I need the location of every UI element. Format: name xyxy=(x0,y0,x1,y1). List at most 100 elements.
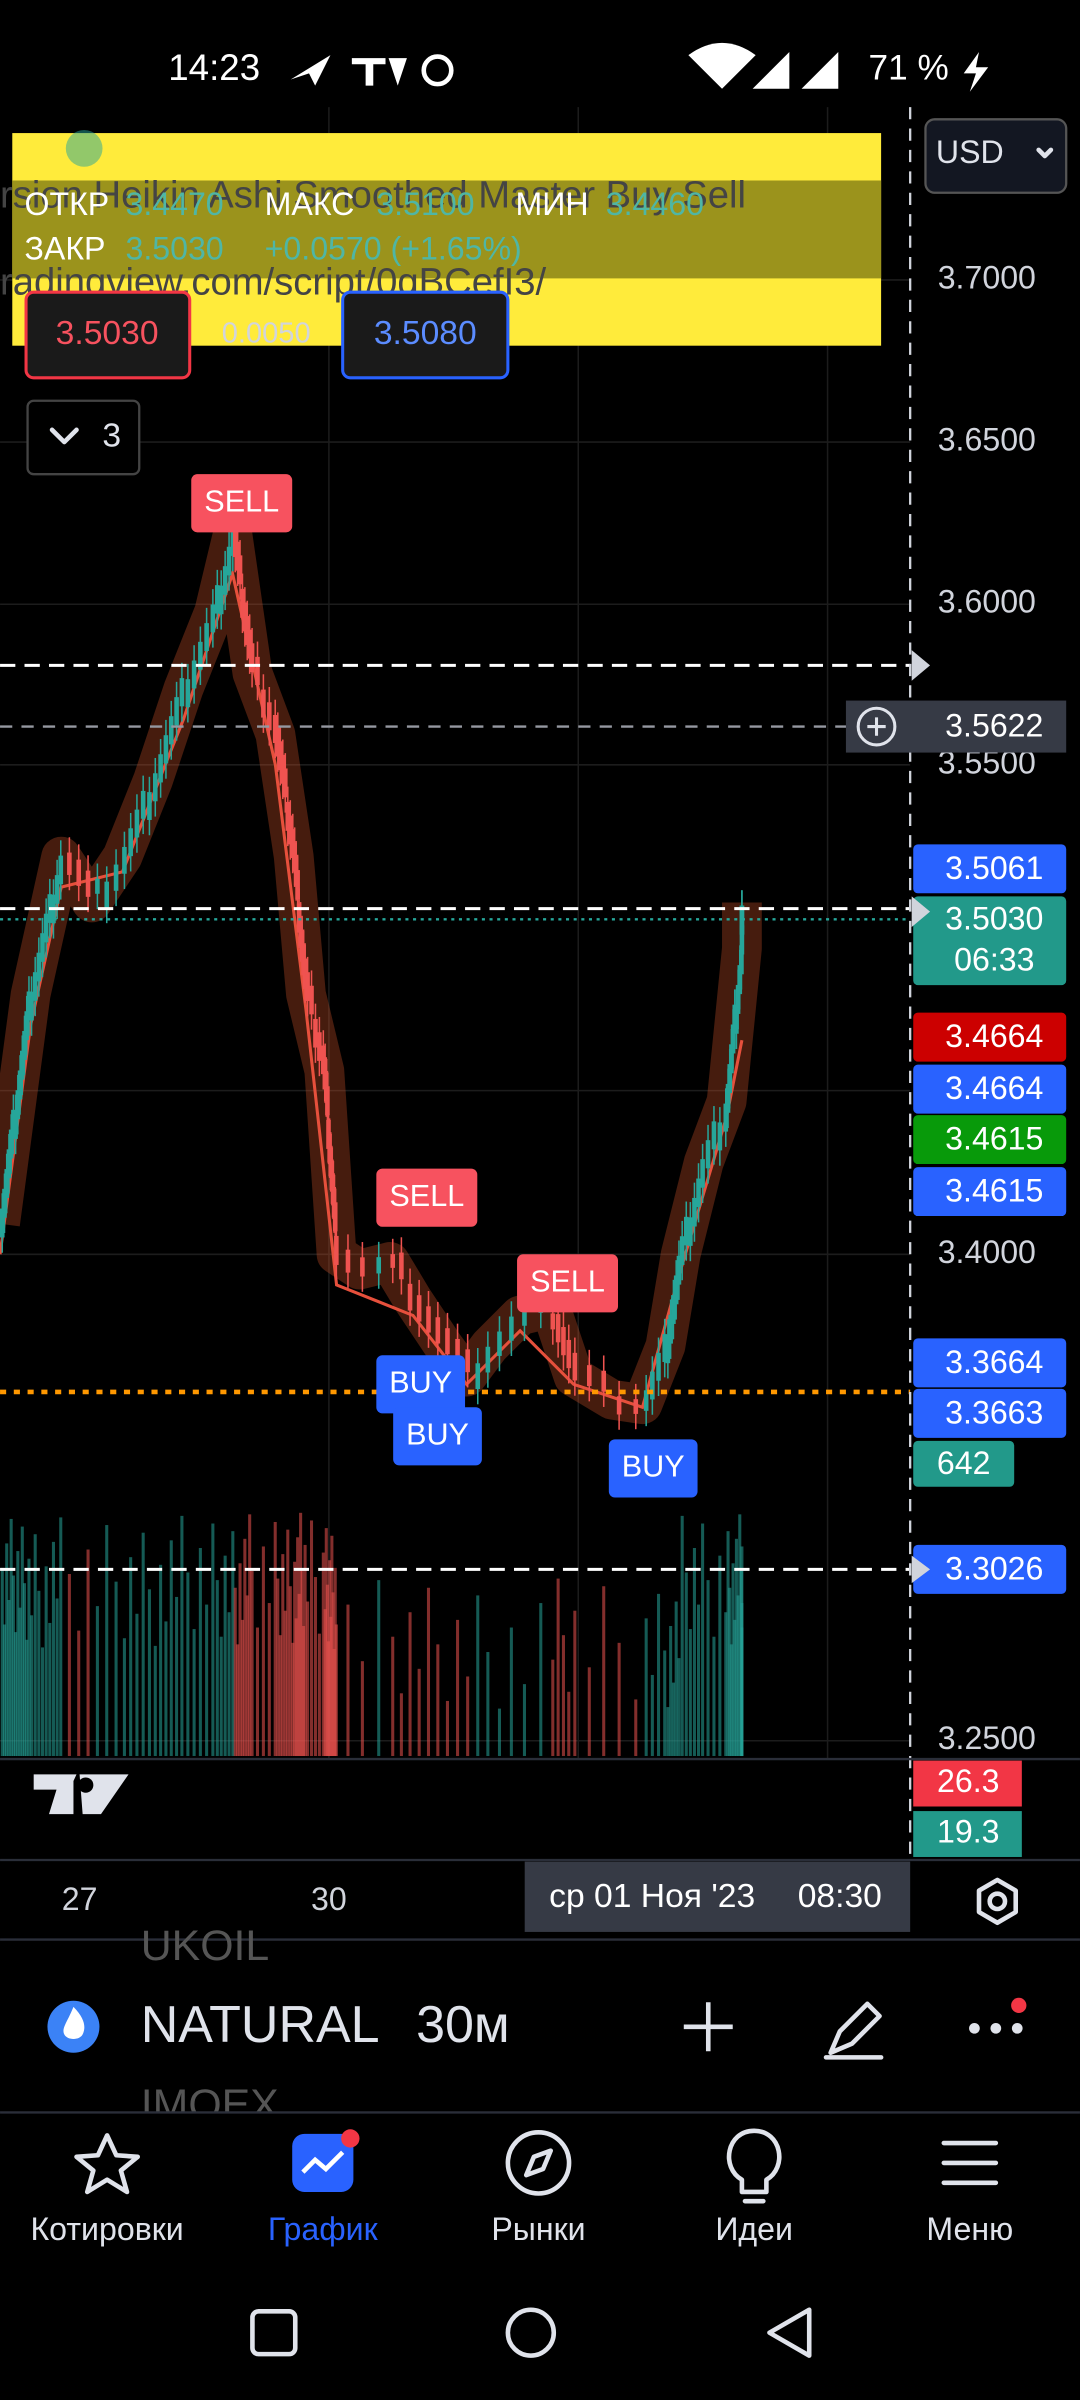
volume-bar xyxy=(2,1624,7,1757)
volume-bar xyxy=(135,1613,139,1757)
volume-bar xyxy=(231,1531,235,1757)
candle xyxy=(6,1149,12,1179)
volume-bar xyxy=(86,1549,90,1757)
volume-bar xyxy=(684,1572,688,1757)
volume-bar xyxy=(733,1619,737,1757)
more-button[interactable] xyxy=(969,2022,980,2034)
buy-signal xyxy=(393,1407,482,1466)
candle xyxy=(255,656,260,685)
candle xyxy=(40,933,45,962)
nav-label[interactable]: График xyxy=(268,2211,379,2247)
sell-button[interactable] xyxy=(24,290,192,380)
candle xyxy=(226,546,232,576)
candle xyxy=(416,1295,422,1322)
compass-needle xyxy=(523,2148,554,2178)
volume-bar xyxy=(129,1557,133,1757)
volume-bar xyxy=(680,1515,684,1757)
currency-select[interactable] xyxy=(924,118,1068,194)
oscillator-label: 26.3 xyxy=(937,1763,1000,1799)
candle xyxy=(616,1396,622,1415)
add-alert[interactable] xyxy=(856,706,897,747)
symbol[interactable]: NATURAL xyxy=(141,1996,380,2054)
ideas-icon[interactable] xyxy=(726,2128,782,2204)
volume-bar xyxy=(18,1607,22,1757)
buy-signal xyxy=(376,1355,466,1414)
buy-signal xyxy=(608,1439,698,1498)
nav-label[interactable]: Котировки xyxy=(30,2211,183,2247)
menu-icon[interactable] xyxy=(941,2140,999,2186)
more-dot xyxy=(1011,2022,1023,2034)
volume-bar xyxy=(223,1555,227,1757)
candle xyxy=(676,1255,682,1285)
price-tag xyxy=(913,1115,1067,1165)
volume-bar xyxy=(309,1520,314,1757)
chart-icon[interactable] xyxy=(292,2133,354,2192)
volume-bar xyxy=(731,1563,735,1757)
buy-button[interactable] xyxy=(341,290,510,380)
volume-bar xyxy=(141,1532,145,1757)
candle xyxy=(218,585,224,615)
volume-bar xyxy=(669,1626,673,1757)
volume-bar xyxy=(377,1580,381,1757)
price-tag xyxy=(913,1167,1067,1217)
price-tag xyxy=(913,1338,1067,1388)
indicators-toggle[interactable] xyxy=(26,399,141,476)
draw-button[interactable] xyxy=(823,2001,884,2060)
volume-bar xyxy=(634,1699,638,1757)
volume-bar xyxy=(211,1523,215,1757)
candle xyxy=(128,828,133,857)
markets-icon[interactable] xyxy=(505,2130,572,2196)
price-tag-label: 3.3664 xyxy=(945,1344,1043,1380)
volume-bar xyxy=(417,1668,421,1757)
signal-label: BUY xyxy=(622,1450,685,1484)
add-button[interactable] xyxy=(683,2002,733,2052)
settings-button[interactable] xyxy=(976,1877,1019,1926)
volume-bar xyxy=(346,1604,350,1757)
back-button[interactable] xyxy=(767,2307,812,2358)
candle xyxy=(17,1070,23,1100)
candle xyxy=(76,859,82,886)
candle xyxy=(332,1202,338,1232)
candle xyxy=(561,1327,566,1356)
volume-bar xyxy=(192,1629,196,1757)
last-price-tag xyxy=(913,896,1067,986)
volume-bar xyxy=(215,1580,219,1757)
candle xyxy=(509,1316,514,1341)
volume-bar xyxy=(436,1644,440,1757)
candle xyxy=(58,855,64,885)
logo-ghost xyxy=(65,130,103,167)
nav-label[interactable]: Идеи xyxy=(715,2211,793,2247)
volume-bar xyxy=(692,1547,696,1757)
high-label: МАКС xyxy=(265,186,355,222)
candle xyxy=(407,1283,413,1311)
volume-bar xyxy=(276,1578,280,1757)
quotes-icon[interactable] xyxy=(74,2133,140,2195)
recents-button[interactable] xyxy=(250,2308,298,2357)
volume-bar xyxy=(281,1554,285,1757)
status-icon xyxy=(290,55,331,86)
candle xyxy=(204,623,209,651)
buy-price: 3.5080 xyxy=(374,315,477,352)
candle xyxy=(555,1314,561,1343)
candle xyxy=(700,1159,705,1188)
interval[interactable]: 30м xyxy=(416,1996,510,2054)
volume-bar xyxy=(712,1636,716,1757)
volume-bar xyxy=(245,1595,249,1757)
candle xyxy=(455,1338,460,1365)
price-tag xyxy=(913,1388,1067,1438)
candle xyxy=(650,1371,655,1400)
nav-label[interactable]: Меню xyxy=(926,2211,1013,2247)
volume-bar xyxy=(20,1526,24,1757)
nav-label[interactable]: Рынки xyxy=(491,2211,585,2247)
candle xyxy=(222,566,228,595)
candle xyxy=(735,984,741,1014)
home-button[interactable] xyxy=(505,2307,557,2358)
volume-bar xyxy=(14,1632,18,1757)
candle xyxy=(152,773,158,802)
volume-bar xyxy=(25,1639,29,1757)
candle xyxy=(280,754,286,784)
volume-bar xyxy=(445,1700,449,1757)
volume-bar xyxy=(288,1586,292,1757)
volume-bar xyxy=(399,1693,403,1757)
volume-bar xyxy=(105,1525,109,1757)
